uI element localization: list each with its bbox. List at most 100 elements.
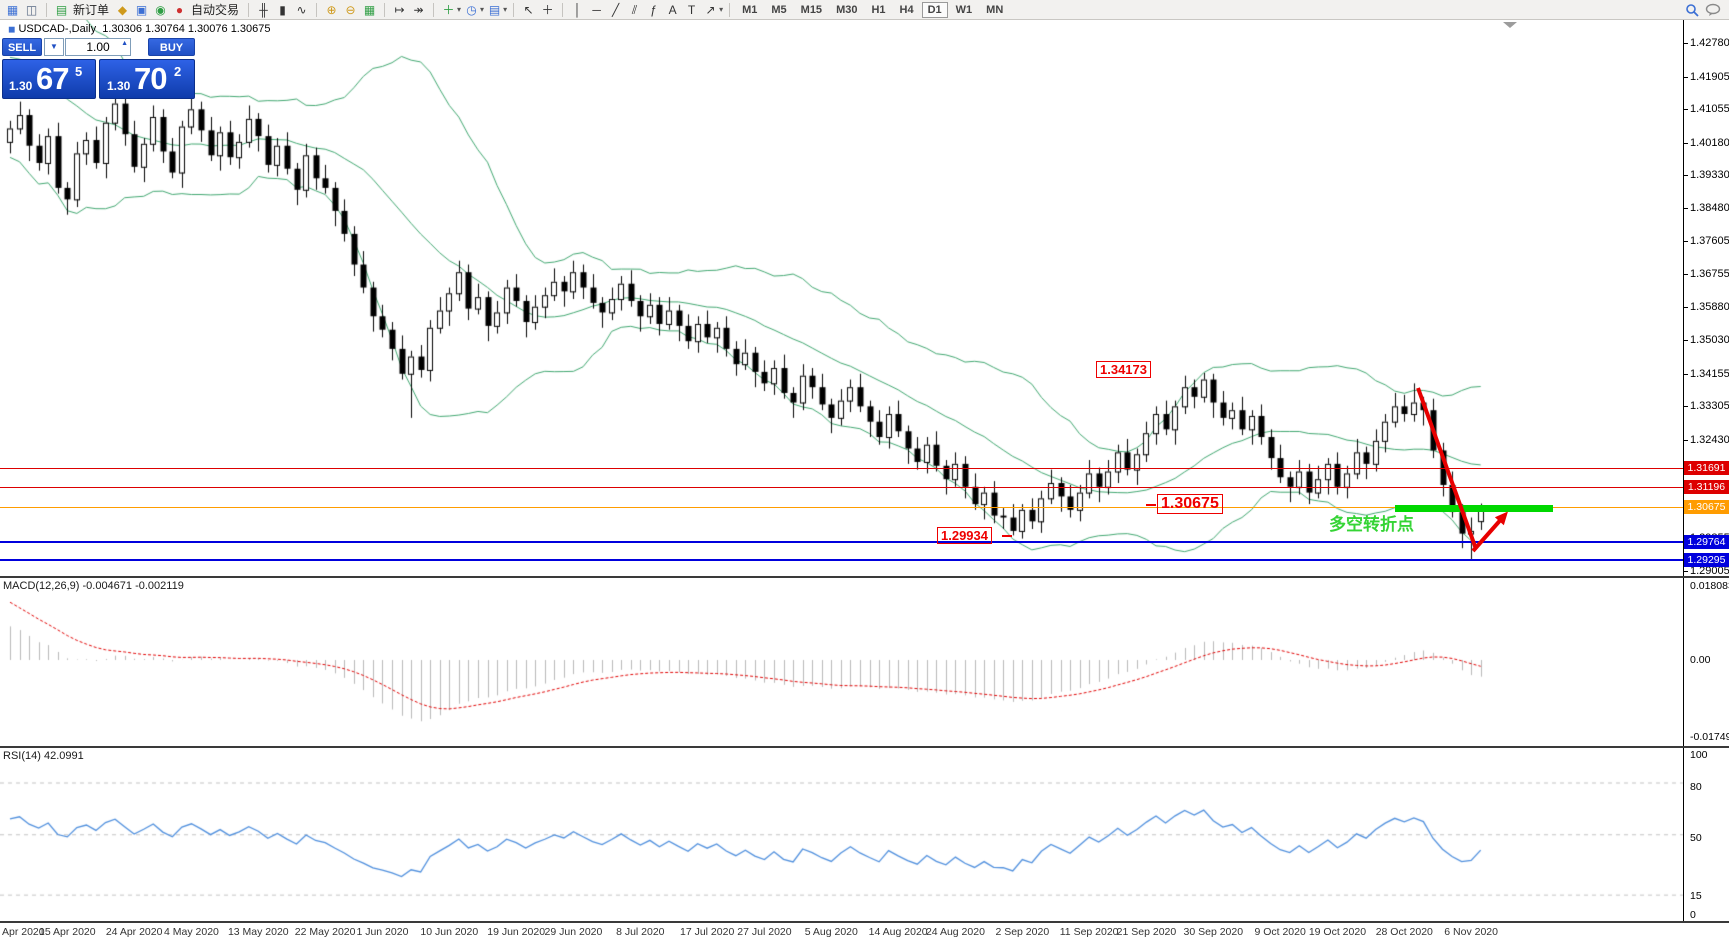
price-chart-canvas[interactable] [0,20,1684,576]
rsi-indicator-canvas[interactable] [0,749,1684,921]
timeframe-button-m15[interactable]: M15 [800,3,823,16]
price-tick-label: 1.41055 [1690,103,1729,116]
buy-button[interactable]: BUY [148,38,195,56]
timeframe-button-mn[interactable]: MN [986,3,1004,16]
date-label: 17 Jul 2020 [679,926,735,938]
date-label: 11 Sep 2020 [1059,926,1119,938]
price-tag-1.29295: 1.29295 [1684,552,1729,567]
indicators-dropdown-icon[interactable]: ▾ [457,5,462,14]
price-label-current[interactable]: 1.30675 [1157,494,1223,514]
periods-dropdown-icon[interactable]: ▾ [480,5,485,14]
signals-icon[interactable]: ◉ [155,2,166,17]
ohlc-values: 1.30306 1.30764 1.30076 1.30675 [102,23,271,35]
toolbar-separator [513,2,515,17]
price-tick-label: 1.41905 [1690,70,1729,83]
indicators-icon[interactable]: ＋ [442,2,455,17]
timeframe-button-m5[interactable]: M5 [771,3,787,16]
date-label: 4 May 2020 [164,926,219,938]
timeframe-button-h1[interactable]: H1 [871,3,886,16]
macd-axis-bottom: -0.017497 [1690,731,1729,743]
timeframe-button-w1[interactable]: W1 [955,3,973,16]
auto-scroll-icon[interactable]: ↦ [394,2,405,17]
tick-mark [1683,76,1688,78]
hline-1.30675[interactable] [0,506,1683,508]
buy-price-button[interactable]: 1.30 70 2 [99,59,195,99]
channel-tool-icon[interactable]: ⫽ [631,2,638,17]
arrows-tool-icon[interactable]: ↗ [705,2,716,17]
toolbar-separator [384,2,386,17]
tick-mark [1683,570,1688,572]
vertical-line-tool-icon[interactable]: │ [573,2,582,17]
symbol-period-label: USDCAD-,Daily [18,23,97,35]
pane-splitter-rsi[interactable] [0,746,1729,748]
candlestick-chart-icon[interactable]: ▮ [279,2,286,17]
profiles-icon[interactable]: ◫ [25,2,38,17]
fibonacci-tool-icon[interactable]: ƒ [650,2,657,17]
timeframe-button-m1[interactable]: M1 [742,3,758,16]
price-tick-label: 1.34155 [1690,367,1729,380]
cursor-tool-icon[interactable]: ↖ [523,2,534,17]
navigator-icon[interactable]: ▣ [135,2,148,17]
tick-mark [1683,340,1688,342]
timeframe-button-h4[interactable]: H4 [899,3,914,16]
horizontal-line-tool-icon[interactable]: ─ [592,2,601,17]
toolbar-separator [248,2,250,17]
sell-button[interactable]: SELL [2,38,42,56]
toolbar-separator [729,2,731,17]
timeframe-button-d1[interactable]: D1 [921,1,948,18]
autotrading-button[interactable]: 自动交易 [191,3,240,17]
timeframe-button-m30[interactable]: M30 [836,3,858,16]
arrows-dropdown-icon[interactable]: ▾ [719,5,724,14]
bar-chart-icon[interactable]: ╫ [259,2,268,17]
tick-mark [1683,273,1688,275]
trade-dropdown-icon[interactable]: ▼ [44,38,64,56]
date-label: 22 May 2020 [294,926,356,938]
new-chart-icon[interactable]: ▦ [6,2,19,17]
text-tool-icon[interactable]: A [668,2,677,17]
periods-icon[interactable]: ◷ [466,2,477,17]
new-order-button[interactable]: 新订单 [73,3,110,17]
new-order-icon[interactable]: ▤ [55,2,68,17]
chinese-annotation[interactable]: 多空转折点 [1329,515,1414,534]
templates-icon[interactable]: ▤ [488,2,501,17]
crosshair-tool-icon[interactable]: ＋ [541,2,554,17]
date-label: 2 Sep 2020 [995,926,1050,938]
line-chart-icon[interactable]: ∿ [296,2,307,17]
price-tick-label: 1.36755 [1690,267,1729,280]
pane-splitter-macd[interactable] [0,576,1729,578]
data-window-icon[interactable]: ◆ [117,2,128,17]
macd-indicator-canvas[interactable] [0,579,1684,746]
hline-1.29295[interactable] [0,558,1683,561]
volume-spinner-icon[interactable]: ▲ [121,40,128,47]
main-toolbar: ▦ ◫ ▤ 新订单 ◆ ▣ ◉ ● 自动交易 ╫ ▮ ∿ ⊕ ⊖ ▦ ↦ ↠ ＋… [0,0,1729,20]
date-label: 28 Oct 2020 [1375,926,1433,938]
label-dash [1002,535,1012,537]
text-label-tool-icon[interactable]: T [687,2,696,17]
chart-shift-marker-icon[interactable] [1503,22,1517,28]
hline-1.29764[interactable] [0,540,1683,543]
chat-icon[interactable] [1705,3,1721,17]
zoom-out-icon[interactable]: ⊖ [345,2,356,17]
hline-1.31691[interactable] [0,468,1683,470]
trendline-tool-icon[interactable]: ╱ [611,2,620,17]
hline-1.31196[interactable] [0,487,1683,488]
price-label-high[interactable]: 1.34173 [1096,361,1151,378]
support-zone-bar[interactable] [1395,505,1553,512]
templates-dropdown-icon[interactable]: ▾ [503,5,508,14]
tile-windows-icon[interactable]: ▦ [363,2,376,17]
chart-shift-icon[interactable]: ↠ [413,2,424,17]
zoom-in-icon[interactable]: ⊕ [326,2,337,17]
search-icon[interactable] [1685,3,1699,17]
price-label-low[interactable]: 1.29934 [937,527,992,544]
price-tick-label: 1.42780 [1690,37,1729,49]
macd-axis-zero: 0.00 [1690,654,1711,666]
volume-input[interactable]: 1.00 ▲ [65,38,131,56]
tick-mark [1683,142,1688,144]
autotrading-icon[interactable]: ● [175,2,184,17]
sell-price-button[interactable]: 1.30 67 5 [2,59,96,99]
price-tick-label: 1.40180 [1690,136,1729,149]
tick-mark [1683,207,1688,209]
price-scale-border [1683,20,1684,923]
sell-price-sup: 5 [75,64,83,79]
price-tag-1.31691: 1.31691 [1684,461,1729,476]
